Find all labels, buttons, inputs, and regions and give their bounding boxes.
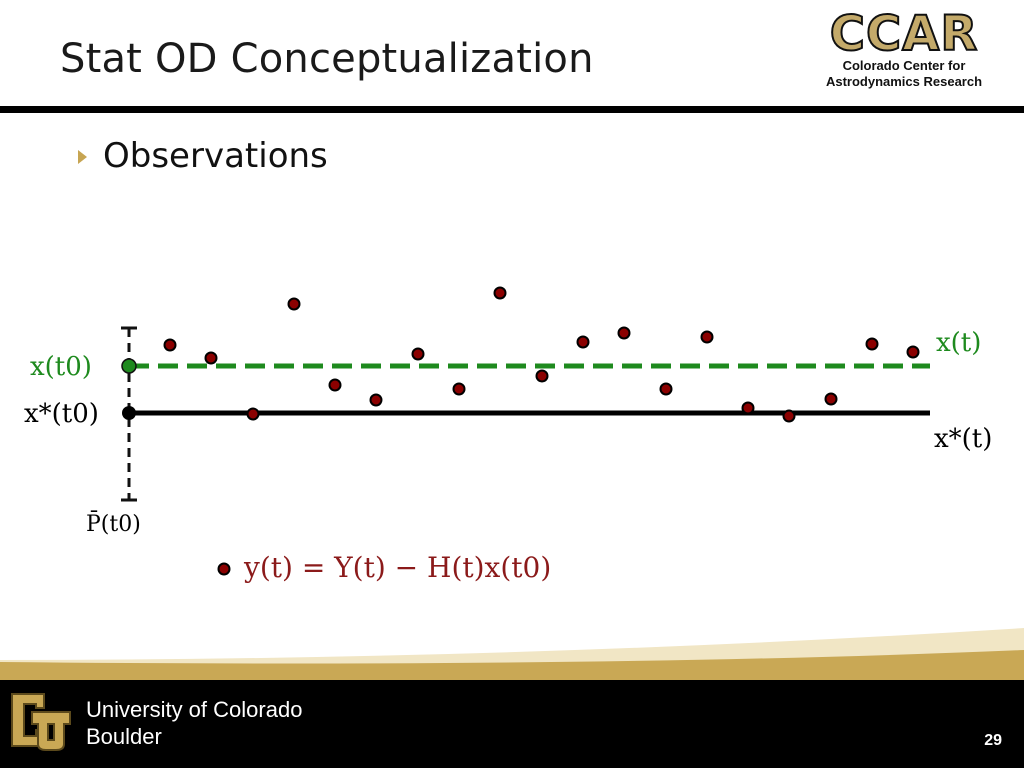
observation-diagram: x(t0) x*(t0) x(t) x*(t) P̄(t0) y(t) = Y(… <box>0 286 1024 680</box>
observation-point <box>163 338 177 352</box>
label-xstar-t: x*(t) <box>934 424 992 454</box>
logo-acronym: CCAR <box>829 6 979 62</box>
observation-point <box>617 326 631 340</box>
title-divider <box>0 106 1024 113</box>
observation-point <box>204 351 218 365</box>
legend-observation-point <box>217 562 231 576</box>
measurement-residual-equation: y(t) = Y(t) − H(t)x(t0) <box>243 551 551 584</box>
label-xstar-t0: x*(t0) <box>24 399 99 429</box>
cu-logo-icon <box>11 693 71 751</box>
observation-point <box>782 409 796 423</box>
logo-line-1: Colorado Center for <box>842 58 966 73</box>
gold-swoosh <box>0 650 1024 680</box>
observation-point <box>576 335 590 349</box>
observation-point <box>493 286 507 300</box>
footer-bar: University of Colorado Boulder 29 <box>0 680 1024 768</box>
initial-reference-point <box>122 406 136 420</box>
initial-estimate-point <box>121 358 137 374</box>
observation-point <box>865 337 879 351</box>
observation-point <box>700 330 714 344</box>
slide-title: Stat OD Conceptualization <box>60 36 594 82</box>
label-P-t0: P̄(t0) <box>86 510 141 537</box>
observation-point <box>369 393 383 407</box>
university-name: University of Colorado Boulder <box>86 696 302 750</box>
observation-point <box>535 369 549 383</box>
observation-point <box>411 347 425 361</box>
observation-point <box>906 345 920 359</box>
logo-line-2: Astrodynamics Research <box>825 74 983 89</box>
observation-point <box>659 382 673 396</box>
page-number: 29 <box>984 732 1002 749</box>
observation-point <box>741 401 755 415</box>
bullet-text: Observations <box>103 136 328 176</box>
observation-points <box>163 286 920 576</box>
label-x-t0: x(t0) <box>30 352 92 382</box>
bullet-arrow-icon <box>78 150 87 164</box>
label-x-t: x(t) <box>936 328 981 358</box>
university-line-1: University of Colorado <box>86 697 303 722</box>
observation-point <box>452 382 466 396</box>
university-line-2: Boulder <box>86 724 162 749</box>
observation-point <box>246 407 260 421</box>
observation-point <box>824 392 838 406</box>
observation-point <box>287 297 301 311</box>
observation-point <box>328 378 342 392</box>
ccar-logo: CCAR Colorado Center for Astrodynamics R… <box>804 6 1004 90</box>
